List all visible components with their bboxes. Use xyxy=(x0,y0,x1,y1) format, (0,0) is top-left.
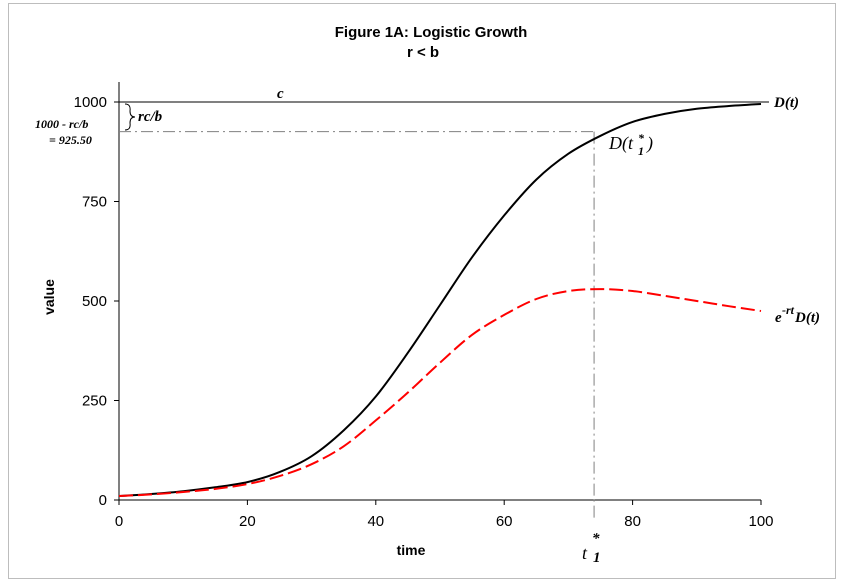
reference-lines xyxy=(119,101,769,520)
chart-frame: Figure 1A: Logistic Growth r < b 0 20 40 60… xyxy=(8,3,836,579)
annotation-c: c xyxy=(277,86,284,102)
label-d-t: D(t) xyxy=(773,95,799,111)
chart-svg: Figure 1A: Logistic Growth r < b 0 20 40 60… xyxy=(35,24,820,566)
annotation-level-line2: = 925.50 xyxy=(49,133,92,147)
y-tick-label: 500 xyxy=(82,293,107,310)
label-d-t1-close: ) xyxy=(646,133,653,154)
label-discounted: e -rt D(t) xyxy=(775,303,820,326)
x-tick-label: 40 xyxy=(367,513,384,530)
label-disc-rest: D(t) xyxy=(794,310,820,326)
x-tick-group: 0 20 40 60 80 100 xyxy=(115,500,774,530)
x-tick-label: 20 xyxy=(239,513,256,530)
annotation-rcb: rc/b xyxy=(138,109,163,125)
label-d-t1-main: D(t xyxy=(608,133,634,154)
y-axis-label: value xyxy=(41,279,57,315)
x-tick-label: 80 xyxy=(624,513,641,530)
x-tick-label: 100 xyxy=(748,513,773,530)
series-line-discounted xyxy=(118,288,762,497)
label-t1-main: t xyxy=(582,543,588,563)
series-line-d-t xyxy=(118,103,762,497)
label-disc-sup: -rt xyxy=(782,303,795,317)
label-d-t1-sup: * xyxy=(638,131,645,145)
y-tick-label: 750 xyxy=(82,194,107,211)
label-d-t1-sub: 1 xyxy=(638,144,644,158)
x-tick-label: 60 xyxy=(496,513,513,530)
y-tick-label: 0 xyxy=(99,492,107,509)
y-tick-label: 250 xyxy=(82,393,107,410)
label-d-t1-star: D(t * 1 ) xyxy=(608,131,653,158)
chart-title: Figure 1A: Logistic Growth xyxy=(335,24,528,41)
annotation-level-line1: 1000 - rc/b xyxy=(35,117,88,131)
label-t1-sub: 1 xyxy=(593,550,601,566)
x-tick-label: 0 xyxy=(115,513,123,530)
label-t1-star: t * 1 xyxy=(582,531,601,566)
brace-rcb xyxy=(124,103,136,131)
series-group xyxy=(118,103,762,497)
y-tick-label: 1000 xyxy=(74,94,107,111)
chart-subtitle: r < b xyxy=(407,44,439,61)
label-disc-e: e xyxy=(775,310,782,326)
label-t1-sup: * xyxy=(592,531,600,547)
x-axis-label: time xyxy=(397,542,426,558)
y-tick-group: 0 250 500 750 1000 xyxy=(74,94,119,509)
